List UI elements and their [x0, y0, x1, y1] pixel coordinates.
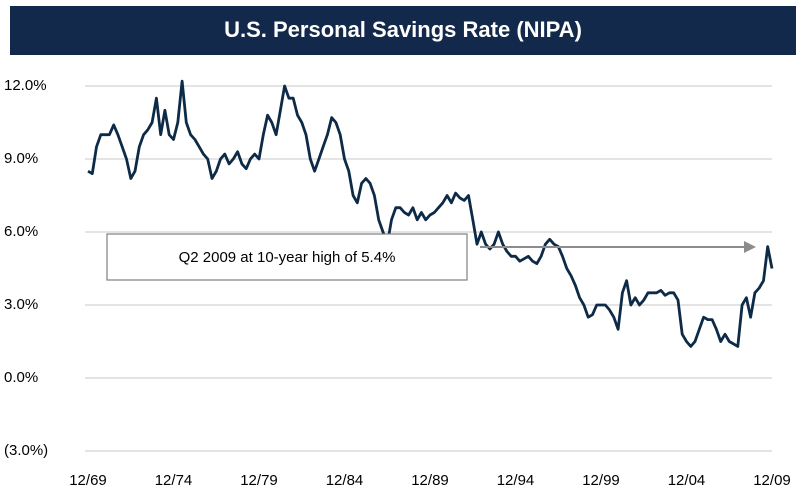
y-tick-label: 3.0% [4, 296, 38, 313]
x-tick-label: 12/74 [155, 472, 193, 489]
line [87, 79, 774, 348]
x-tick-label: 12/89 [411, 472, 449, 489]
y-tick-label: 6.0% [4, 223, 38, 240]
y-tick-label: 9.0% [4, 150, 38, 167]
annotation-box [106, 233, 468, 281]
title-bar [10, 6, 796, 55]
x-tick-label: 12/94 [497, 472, 535, 489]
x-tick-label: 12/99 [582, 472, 620, 489]
x-tick-label: 12/79 [240, 472, 278, 489]
x-tick-label: 12/09 [753, 472, 791, 489]
y-tick-label: (3.0%) [4, 442, 48, 459]
plot [87, 79, 774, 348]
y-tick-label: 0.0% [4, 369, 38, 386]
x-tick-label: 12/84 [326, 472, 364, 489]
grid [85, 85, 772, 452]
x-tick-label: 12/69 [69, 472, 107, 489]
annotation: Q2 2009 at 10-year high of 5.4% [179, 249, 396, 266]
x-tick-label: 12/04 [668, 472, 706, 489]
arrow-head [744, 241, 756, 253]
chart-title: U.S. Personal Savings Rate (NIPA) [224, 17, 582, 42]
y-tick-label: 12.0% [4, 77, 47, 94]
